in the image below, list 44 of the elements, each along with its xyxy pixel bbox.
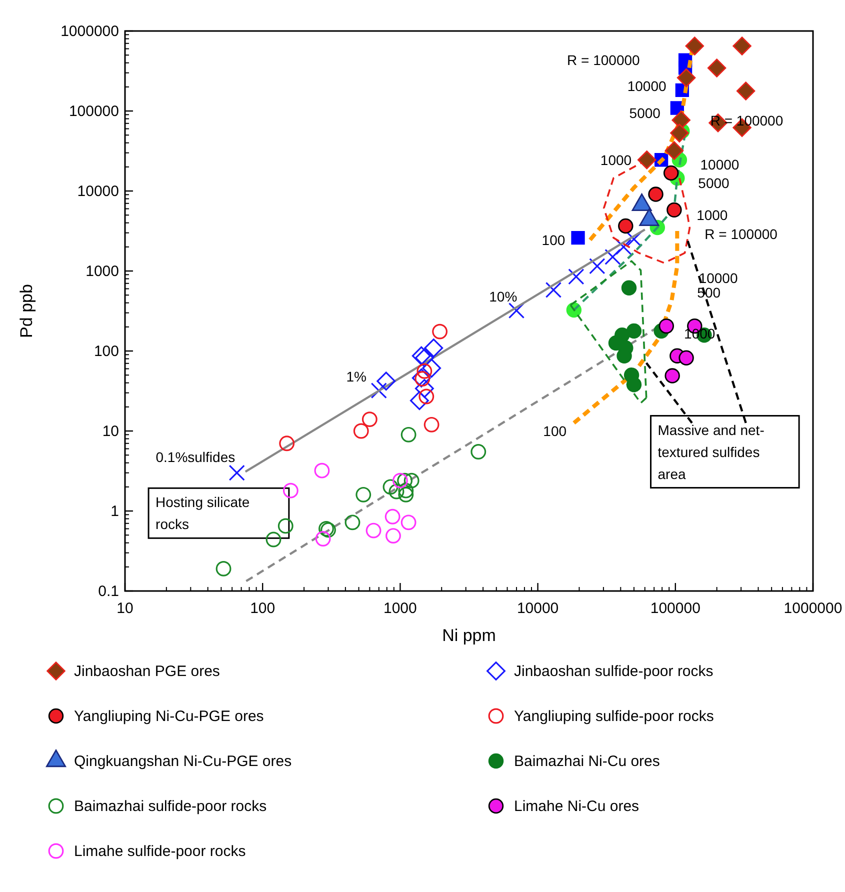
annotation: Hosting silicate rocks (156, 494, 250, 532)
legend-label: Limahe sulfide-poor rocks (74, 843, 246, 860)
annotation: 10% (489, 288, 518, 304)
legend-label: Baimazhai Ni-Cu ores (514, 753, 660, 770)
y-axis-title: Pd ppb (17, 284, 36, 338)
x-tick-label: 100 (250, 600, 276, 617)
annotation: 100 (543, 423, 567, 439)
annotation: 10000 (627, 78, 667, 94)
annotation: 10000 (698, 270, 738, 286)
x-tick-label: 100000 (650, 600, 700, 617)
legend-label: Jinbaoshan sulfide-poor rocks (514, 663, 714, 680)
x-tick-label: 1000000 (784, 600, 842, 617)
annotation: R = 100000 (710, 112, 784, 129)
x-tick-label: 10000 (516, 600, 559, 617)
x-tick-label: 10 (116, 600, 134, 617)
y-tick-label: 100 (94, 343, 119, 360)
annotation: 1000 (684, 326, 716, 342)
legend-label: Jinbaoshan PGE ores (74, 663, 220, 680)
annotation: 1000 (696, 207, 728, 224)
y-tick-label: 1000 (86, 263, 119, 280)
y-tick-label: 1000000 (60, 23, 119, 40)
annotation: R = 100000 (704, 226, 778, 242)
x-tick-label: 1000 (384, 600, 417, 617)
annotation: 1% (346, 368, 366, 384)
x-axis-title: Ni ppm (442, 626, 496, 645)
y-tick-label: 10000 (77, 183, 119, 200)
annotation: 5000 (629, 105, 661, 122)
y-tick-label: 100000 (68, 103, 119, 120)
annotation: 10000 (700, 156, 740, 172)
annotation: 0.1%sulfides (156, 449, 236, 466)
legend-label: Yangliuping sulfide-poor rocks (514, 708, 714, 725)
y-tick-label: 0.1 (98, 583, 119, 600)
annotation: 1000 (600, 152, 632, 168)
legend-label: Yangliuping Ni-Cu-PGE ores (74, 708, 264, 725)
annotation: R = 100000 (567, 52, 640, 68)
annotation: Massive and net-textured sulfides area (658, 422, 765, 482)
legend-label: Baimazhai sulfide-poor rocks (74, 798, 267, 815)
y-tick-label: 10 (102, 423, 119, 440)
annotation: 500 (697, 284, 721, 300)
legend-label: Limahe Ni-Cu ores (514, 798, 640, 815)
annotation: 100 (542, 232, 566, 248)
y-tick-label: 1 (110, 503, 119, 520)
annotation: 5000 (698, 175, 730, 192)
legend-label: Qingkuangshan Ni-Cu-PGE ores (74, 753, 292, 770)
